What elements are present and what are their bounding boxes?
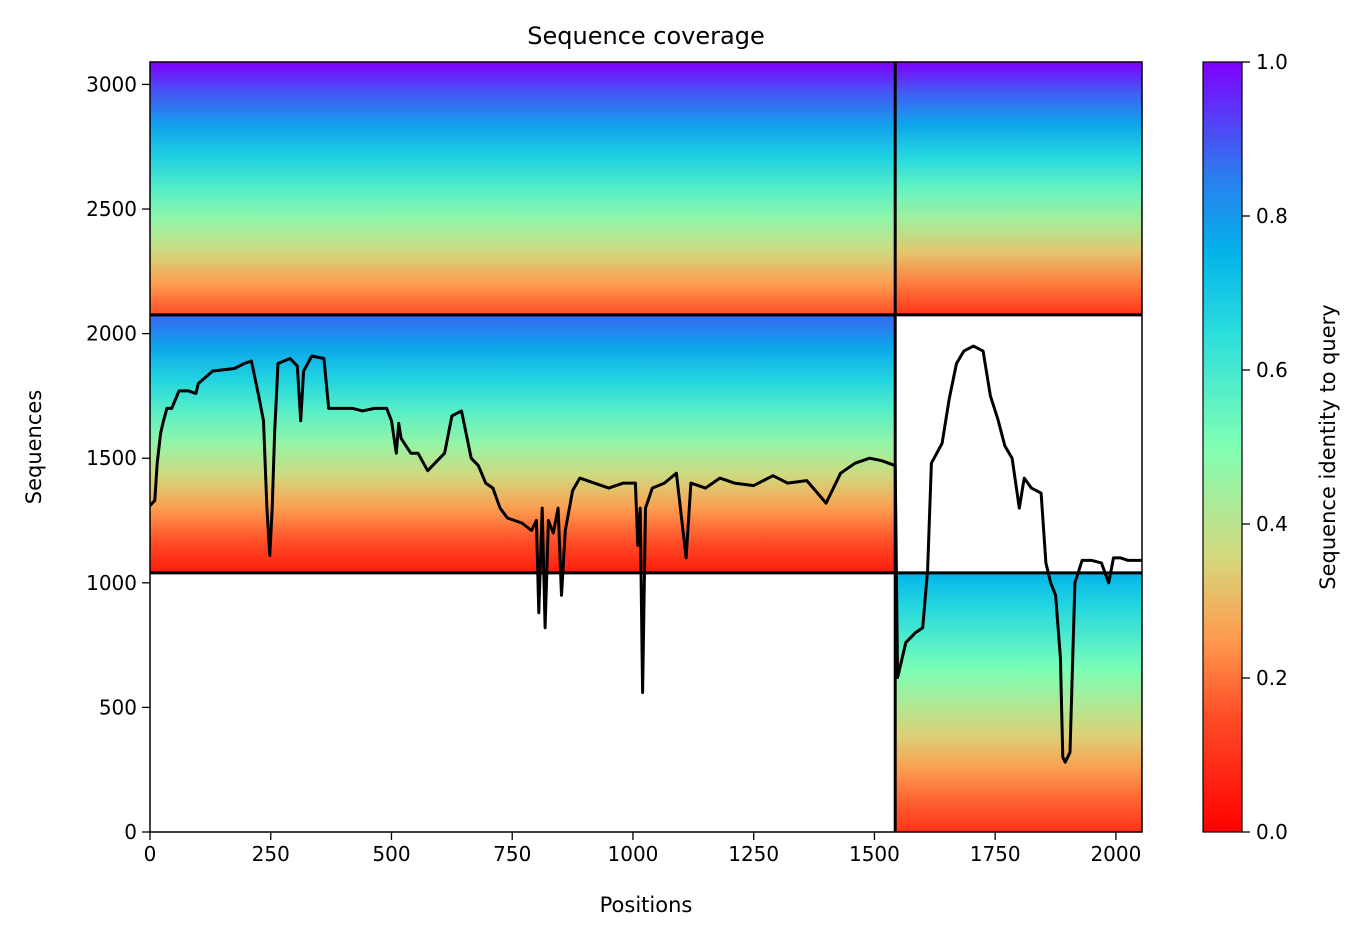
y-tick-label: 2000 (86, 322, 137, 346)
y-tick-label: 0 (124, 820, 137, 844)
x-axis: 0 250 500 750 1000 1250 1500 1750 2000 (144, 832, 1141, 866)
colorbar-tick-label: 0.0 (1256, 820, 1288, 844)
colorbar-tick-label: 0.8 (1256, 204, 1288, 228)
y-tick-label: 1500 (86, 446, 137, 470)
x-tick-label: 1000 (608, 842, 659, 866)
y-tick-label: 500 (99, 695, 137, 719)
colorbar-gradient (1202, 61, 1243, 833)
colorbar: 0.0 0.2 0.4 0.6 0.8 1.0 Sequence identity to … (1202, 50, 1340, 844)
coverage-block (150, 62, 896, 315)
colorbar-tick-label: 1.0 (1256, 50, 1288, 74)
x-tick-label: 1750 (970, 842, 1021, 866)
colorbar-title: Sequence identity to query (1316, 304, 1340, 589)
x-tick-label: 2000 (1090, 842, 1141, 866)
x-tick-label: 0 (144, 842, 157, 866)
plot-area (150, 62, 1142, 832)
plot-frame (149, 61, 1143, 833)
x-tick-label: 500 (372, 842, 410, 866)
coverage-block (150, 314, 896, 573)
y-axis-title: Sequences (22, 390, 46, 505)
colorbar-ticks: 0.0 0.2 0.4 0.6 0.8 1.0 (1242, 50, 1288, 844)
coverage-blocks (150, 62, 1142, 832)
y-axis: 0 500 1000 1500 2000 2500 3000 (86, 72, 150, 844)
colorbar-tick-label: 0.4 (1256, 512, 1288, 536)
coverage-block (895, 572, 1142, 832)
colorbar-tick-label: 0.2 (1256, 666, 1288, 690)
x-tick-label: 750 (493, 842, 531, 866)
colorbar-tick-label: 0.6 (1256, 358, 1288, 382)
y-tick-label: 1000 (86, 571, 137, 595)
chain-boundaries (150, 62, 1142, 832)
y-tick-label: 2500 (86, 197, 137, 221)
coverage-line (150, 344, 1142, 764)
x-tick-label: 250 (252, 842, 290, 866)
x-tick-label: 1250 (728, 842, 779, 866)
y-tick-label: 3000 (86, 72, 137, 96)
coverage-block (895, 62, 1142, 315)
x-axis-title: Positions (600, 893, 693, 917)
x-tick-label: 1500 (849, 842, 900, 866)
chart-title: Sequence coverage (527, 22, 764, 50)
